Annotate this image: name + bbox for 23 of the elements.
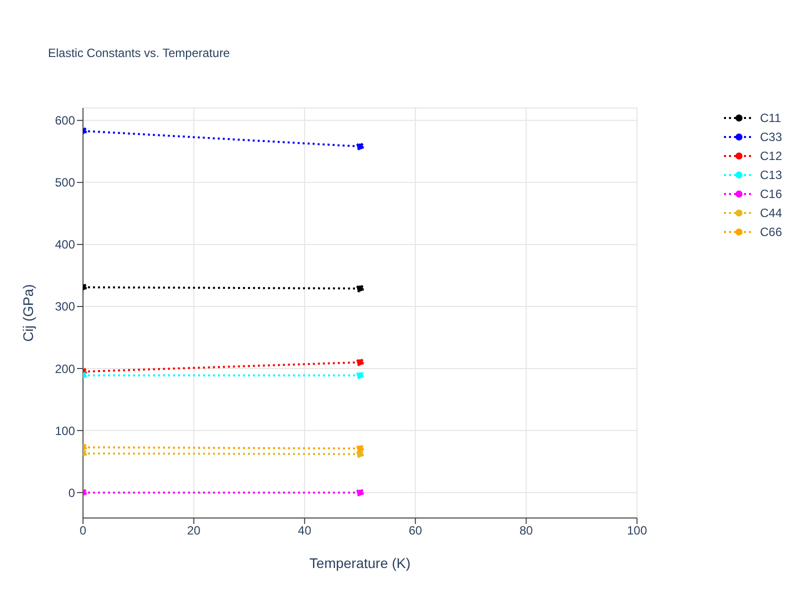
- legend-label: C13: [760, 168, 782, 182]
- x-tick-label: 80: [520, 524, 534, 538]
- y-tick-label: 100: [54, 424, 76, 438]
- y-tick-label: 0: [68, 486, 76, 500]
- y-tick-label: 500: [54, 176, 76, 190]
- x-tick-label: 40: [298, 524, 312, 538]
- x-tick-label: 60: [408, 524, 422, 538]
- legend-label: C16: [760, 186, 782, 200]
- legend-label: C12: [760, 148, 782, 162]
- y-axis-title: Cij (GPa): [20, 284, 36, 342]
- y-tick-label: 400: [54, 238, 76, 252]
- x-tick-label: 0: [80, 524, 87, 538]
- y-tick-label: 200: [54, 362, 76, 376]
- legend-label: C11: [760, 110, 782, 124]
- y-tick-label: 300: [54, 300, 76, 314]
- x-tick-label: 100: [626, 524, 648, 538]
- x-tick-label: 20: [187, 524, 201, 538]
- x-axis-title: Temperature (K): [309, 555, 411, 571]
- legend-label: C66: [760, 224, 782, 238]
- chart-title: Elastic Constants vs. Temperature: [48, 46, 230, 60]
- legend-label: C33: [760, 130, 782, 144]
- legend-label: C44: [760, 206, 782, 220]
- y-tick-label: 600: [54, 114, 76, 128]
